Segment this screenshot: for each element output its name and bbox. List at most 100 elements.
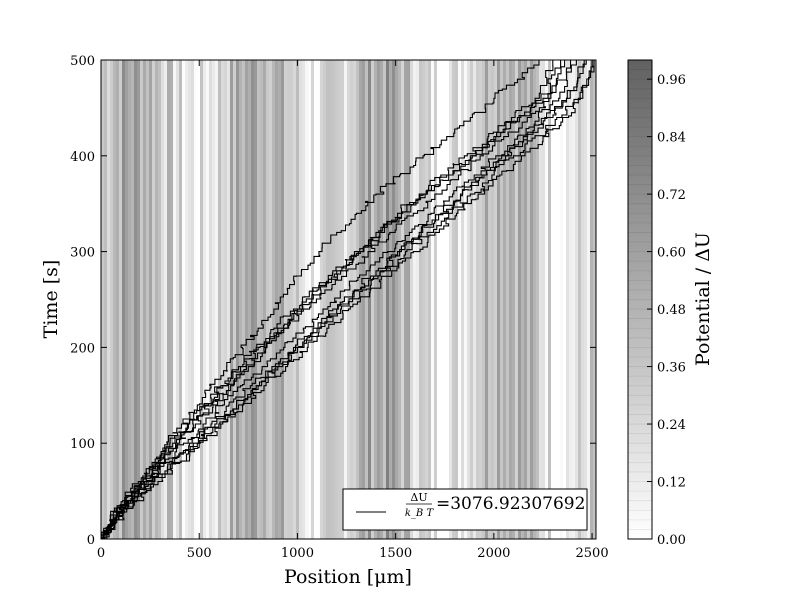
potential-band xyxy=(272,60,276,539)
potential-band xyxy=(335,60,339,539)
potential-band xyxy=(467,60,471,539)
potential-band xyxy=(473,60,477,539)
potential-band xyxy=(356,60,360,539)
potential-band xyxy=(578,60,582,539)
potential-band xyxy=(434,60,438,539)
potential-band xyxy=(209,60,213,539)
potential-band xyxy=(368,60,372,539)
potential-band xyxy=(536,60,540,539)
potential-band xyxy=(149,60,153,539)
potential-band xyxy=(263,60,267,539)
potential-band xyxy=(230,60,234,539)
potential-band xyxy=(215,60,219,539)
potential-band xyxy=(341,60,345,539)
potential-band xyxy=(587,60,591,539)
potential-band xyxy=(386,60,390,539)
potential-band xyxy=(413,60,417,539)
potential-band xyxy=(236,60,240,539)
potential-band xyxy=(455,60,459,539)
potential-band xyxy=(419,60,423,539)
potential-band xyxy=(128,60,132,539)
potential-band xyxy=(251,60,255,539)
x-axis-label: Position [μm] xyxy=(284,566,412,588)
legend-numerator: ΔU xyxy=(410,491,427,504)
potential-band xyxy=(329,60,333,539)
potential-band xyxy=(152,60,156,539)
x-tick-label: 2000 xyxy=(477,546,510,561)
potential-band xyxy=(428,60,432,539)
potential-band xyxy=(488,60,492,539)
potential-band xyxy=(320,60,324,539)
potential-band xyxy=(104,60,108,539)
potential-band xyxy=(527,60,531,539)
potential-band xyxy=(437,60,441,539)
potential-band xyxy=(158,60,162,539)
potential-band xyxy=(140,60,144,539)
potential-band xyxy=(425,60,429,539)
potential-band xyxy=(203,60,207,539)
potential-band xyxy=(440,60,444,539)
potential-band xyxy=(266,60,270,539)
x-tick-label: 1000 xyxy=(281,546,314,561)
potential-band xyxy=(404,60,408,539)
y-tick-label: 0 xyxy=(87,533,95,548)
potential-band xyxy=(476,60,480,539)
legend-value: =3076.92307692 xyxy=(436,494,585,514)
potential-band xyxy=(545,60,549,539)
potential-band xyxy=(401,60,405,539)
trajectories xyxy=(101,60,595,539)
potential-band xyxy=(371,60,375,539)
y-tick-label: 400 xyxy=(70,150,95,165)
colorbar-tick-label: 0.12 xyxy=(657,476,686,491)
potential-band xyxy=(431,60,435,539)
potential-band xyxy=(491,60,495,539)
potential-band xyxy=(269,60,273,539)
y-axis-label: Time [s] xyxy=(40,260,62,339)
potential-band xyxy=(542,60,546,539)
potential-band xyxy=(182,60,186,539)
trajectory-line xyxy=(101,60,595,539)
potential-band xyxy=(557,60,561,539)
potential-band xyxy=(257,60,261,539)
colorbar-tick-label: 0.24 xyxy=(657,418,686,433)
potential-band xyxy=(332,60,336,539)
potential-band xyxy=(248,60,252,539)
potential-band xyxy=(290,60,294,539)
potential-band xyxy=(314,60,318,539)
potential-band xyxy=(179,60,183,539)
potential-band xyxy=(449,60,453,539)
potential-band xyxy=(326,60,330,539)
potential-band xyxy=(551,60,555,539)
potential-band xyxy=(560,60,564,539)
potential-band xyxy=(137,60,141,539)
y-tick-label: 300 xyxy=(70,246,95,261)
potential-band xyxy=(242,60,246,539)
potential-band xyxy=(125,60,129,539)
potential-band xyxy=(539,60,543,539)
y-axis: 0 100 200 300 400 500 xyxy=(70,54,596,548)
colorbar: 0.00 0.12 0.24 0.36 0.48 0.60 0.72 0.84 0.96 Pot… xyxy=(627,59,714,548)
potential-band xyxy=(260,60,264,539)
potential-band xyxy=(293,60,297,539)
potential-band xyxy=(515,60,519,539)
potential-band xyxy=(197,60,201,539)
potential-band xyxy=(443,60,447,539)
colorbar-label: Potential / ΔU xyxy=(692,232,714,366)
potential-band xyxy=(362,60,366,539)
colorbar-tick-label: 0.84 xyxy=(657,131,686,146)
potential-band xyxy=(500,60,504,539)
potential-band xyxy=(206,60,210,539)
potential-band xyxy=(224,60,228,539)
x-axis: 0 500 1000 1500 2000 2500 xyxy=(97,60,609,561)
potential-band xyxy=(302,60,306,539)
potential-band xyxy=(131,60,135,539)
x-tick-label: 1500 xyxy=(379,546,412,561)
colorbar-tick-label: 0.36 xyxy=(657,361,686,376)
potential-band xyxy=(533,60,537,539)
potential-band xyxy=(410,60,414,539)
potential-band xyxy=(200,60,204,539)
potential-band xyxy=(464,60,468,539)
potential-band xyxy=(107,60,111,539)
potential-band xyxy=(161,60,165,539)
